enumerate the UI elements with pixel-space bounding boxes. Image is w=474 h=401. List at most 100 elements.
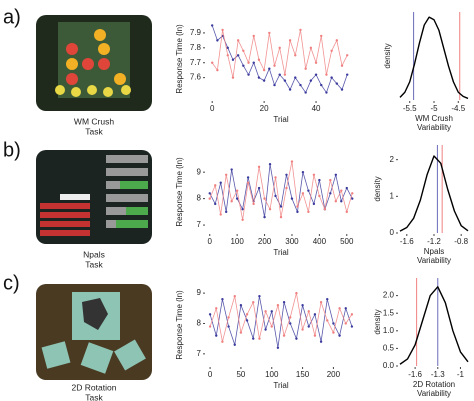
x-axis-label: Variability	[417, 256, 451, 265]
data-point	[235, 189, 239, 192]
data-point	[323, 207, 327, 211]
data-point	[235, 197, 239, 200]
x-tick-label: -1.2	[427, 237, 441, 246]
data-point	[262, 68, 266, 72]
task-caption: WM Crush	[74, 116, 114, 126]
series-line	[209, 296, 353, 348]
data-point	[285, 186, 288, 190]
x-axis-label: WM Crush	[415, 114, 453, 123]
data-point	[258, 337, 261, 340]
data-point	[320, 34, 323, 38]
data-point	[273, 64, 276, 67]
data-point	[252, 202, 255, 206]
data-point	[340, 200, 343, 203]
data-point	[210, 24, 214, 27]
screenshot-npals	[36, 150, 152, 244]
data-point	[239, 331, 243, 334]
series-line	[209, 164, 353, 218]
data-point	[208, 313, 212, 316]
data-point	[257, 58, 261, 61]
data-point	[270, 325, 273, 328]
x-tick-label: -5	[430, 104, 438, 113]
data-point	[350, 313, 354, 316]
data-point	[340, 64, 344, 67]
data-point	[268, 31, 271, 35]
x-tick-label: 0	[208, 237, 213, 246]
data-point	[247, 73, 250, 76]
data-point	[299, 83, 302, 87]
x-axis-label: Variability	[417, 123, 451, 132]
data-point	[346, 73, 349, 76]
panel-label: a)	[3, 6, 21, 28]
data-point	[233, 294, 236, 298]
data-point	[268, 207, 272, 211]
data-point	[296, 205, 299, 208]
data-point	[340, 189, 343, 192]
data-point	[350, 325, 354, 328]
data-point	[294, 54, 297, 57]
data-point	[226, 54, 229, 57]
data-point	[288, 39, 292, 42]
data-point	[236, 54, 240, 57]
density-curve	[399, 286, 469, 365]
data-point	[320, 83, 323, 87]
data-point	[289, 316, 292, 319]
y-axis-label: Response Time (ln)	[175, 290, 184, 360]
data-point	[245, 313, 249, 316]
data-point	[276, 346, 280, 349]
x-axis-label: Npals	[424, 247, 444, 256]
data-point	[262, 79, 266, 82]
data-point	[318, 178, 321, 182]
data-point	[340, 88, 344, 91]
data-point	[216, 39, 219, 42]
data-point	[278, 73, 281, 76]
data-point	[270, 310, 273, 313]
data-point	[282, 334, 286, 337]
data-point	[278, 46, 281, 50]
data-point	[242, 49, 245, 52]
y-tick-label: 7.9	[190, 28, 202, 37]
data-point	[313, 334, 317, 337]
x-axis-label: Variability	[417, 389, 451, 398]
x-tick-label: 150	[296, 370, 310, 379]
y-tick-label: 7	[197, 349, 202, 358]
data-point	[274, 176, 277, 179]
data-point	[239, 304, 243, 307]
data-point	[224, 173, 228, 177]
y-axis-label: Response Time (ln)	[175, 24, 184, 94]
data-point	[257, 165, 261, 169]
data-point	[221, 297, 224, 301]
data-point	[314, 61, 318, 64]
data-point	[344, 322, 347, 325]
x-tick-label: 100	[230, 237, 244, 246]
data-point	[219, 181, 222, 184]
data-point	[215, 334, 218, 337]
data-point	[290, 160, 294, 163]
data-point	[285, 173, 288, 177]
x-axis-label: Trial	[273, 115, 288, 124]
data-point	[332, 322, 335, 325]
data-point	[299, 28, 302, 32]
data-point	[330, 49, 333, 52]
data-point	[346, 54, 349, 57]
y-tick-label: 2	[390, 155, 395, 164]
data-point	[208, 325, 212, 328]
data-point	[276, 304, 280, 307]
task-caption: Npals	[83, 249, 105, 259]
x-axis-label: Trial	[273, 381, 288, 390]
data-point	[325, 73, 328, 76]
y-tick-label: 7	[197, 220, 202, 229]
data-point	[252, 337, 255, 340]
y-axis-label: density	[383, 43, 392, 68]
data-point	[332, 331, 335, 334]
data-point	[227, 316, 230, 319]
data-point	[338, 307, 341, 310]
screenshot-2d-rotation	[36, 284, 152, 380]
data-point	[314, 73, 318, 76]
data-point	[221, 28, 224, 32]
task-caption: Task	[85, 259, 103, 269]
y-tick-label: 1.0	[383, 326, 395, 335]
y-tick-label: 0.0	[383, 361, 395, 370]
data-point	[252, 34, 255, 38]
y-tick-label: 0	[390, 228, 395, 237]
